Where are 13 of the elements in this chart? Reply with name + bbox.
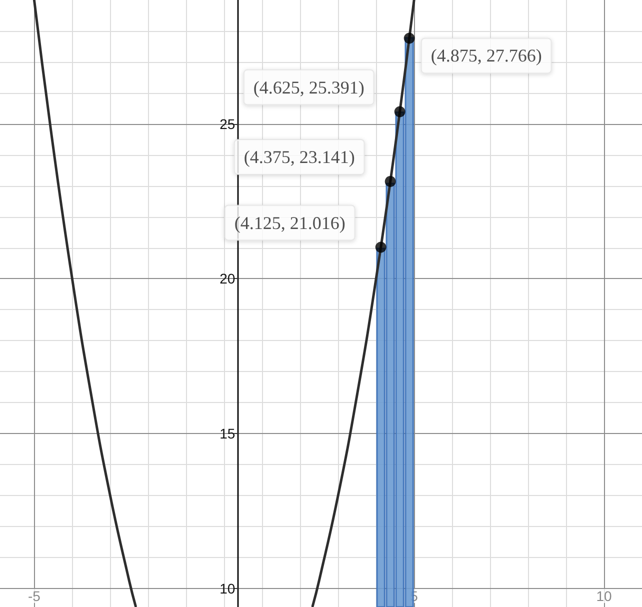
data-label: (4.375, 23.141) bbox=[244, 146, 355, 167]
point bbox=[384, 176, 396, 187]
y-tick-label: 20 bbox=[220, 270, 236, 287]
x-tick-label: -5 bbox=[28, 588, 41, 604]
data-label: (4.625, 25.391) bbox=[253, 77, 364, 98]
y-tick-label: 15 bbox=[220, 426, 236, 442]
x-tick-label: 10 bbox=[596, 588, 612, 604]
point bbox=[404, 32, 415, 44]
data-label: (4.125, 21.016) bbox=[234, 212, 346, 233]
y-tick-label: 25 bbox=[220, 116, 236, 132]
point bbox=[394, 106, 406, 118]
data-label: (4.875, 27.766) bbox=[430, 46, 542, 66]
point bbox=[375, 242, 386, 253]
